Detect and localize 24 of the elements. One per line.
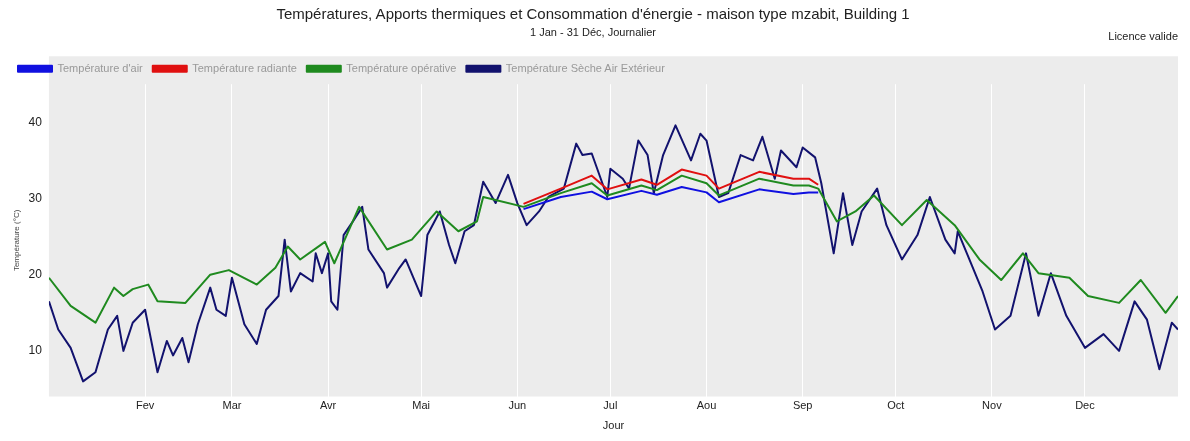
x-tick-label: Oct (887, 399, 905, 412)
y-tick-label: 10 (28, 343, 43, 358)
x-tick-label: Aou (696, 399, 717, 412)
x-tick-label: Nov (982, 399, 1003, 412)
y-tick-label: 30 (28, 190, 43, 205)
x-axis-title: Jour (602, 419, 625, 432)
y-tick-label: 40 (28, 114, 43, 129)
chart-subtitle: 1 Jan - 31 Déc, Journalier (530, 25, 657, 38)
legend-label: Température d'air (57, 61, 144, 74)
x-tick-label: Mar (222, 399, 242, 412)
legend-label: Température Sèche Air Extérieur (505, 61, 666, 74)
legend-label: Température radiante (192, 61, 297, 74)
x-tick-label: Sep (792, 399, 813, 412)
legend-label: Température opérative (346, 61, 457, 74)
chart-title: Températures, Apports thermiques et Consommation d'énergie - maison type mzabit, Building 1 (276, 5, 910, 23)
x-tick-label: Dec (1075, 399, 1096, 412)
x-tick-label: Jul (603, 399, 618, 412)
y-tick-label: 20 (28, 267, 43, 281)
text: Licence valide (1108, 30, 1178, 42)
x-tick-label: Jun (508, 399, 527, 412)
y-axis-title: Température (°C) (12, 209, 21, 272)
x-tick-label: Mai (412, 399, 431, 412)
x-tick-label: Fev (135, 399, 155, 412)
x-tick-label: Avr (319, 399, 337, 412)
